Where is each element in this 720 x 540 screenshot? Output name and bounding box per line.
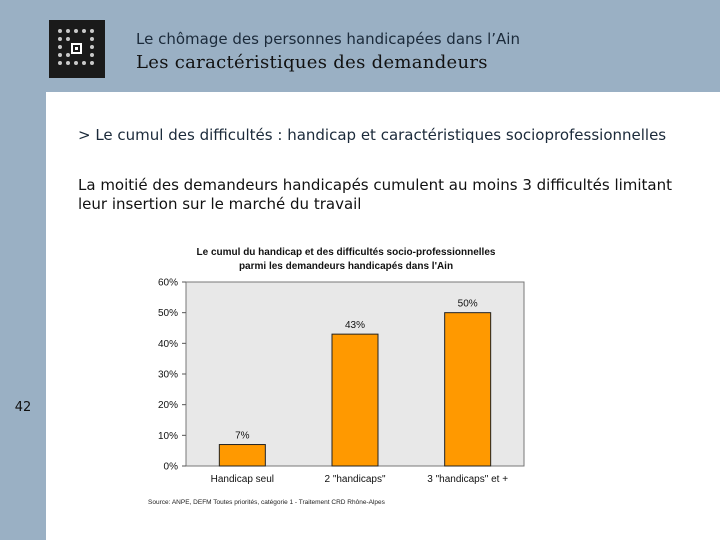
y-tick-label: 60%	[158, 278, 178, 289]
bar	[218, 444, 266, 467]
bar	[331, 333, 379, 467]
data-label: 50%	[458, 299, 478, 310]
y-tick-label: 50%	[158, 308, 178, 319]
bar-chart: Le cumul du handicap et des difficultés …	[148, 247, 525, 506]
y-tick-label: 0%	[164, 462, 179, 473]
data-label: 7%	[235, 431, 250, 442]
logo-icon	[49, 20, 105, 78]
section-body-text: La moitié des demandeurs handicapés cumu…	[78, 176, 673, 213]
chart-title: Le cumul du handicap et des difficultés …	[197, 247, 496, 258]
chart-subtitle: parmi les demandeurs handicapés dans l'A…	[239, 261, 453, 272]
data-label: 43%	[345, 320, 365, 331]
x-tick-label: 2 "handicaps"	[324, 474, 385, 485]
x-tick-label: 3 "handicaps" et +	[427, 474, 508, 485]
chart-source: Source: ANPE, DEFM Toutes priorités, cat…	[148, 499, 386, 506]
page-title: Les caractéristiques des demandeurs	[136, 52, 488, 73]
x-tick-label: Handicap seul	[211, 474, 274, 485]
y-tick-label: 20%	[158, 400, 178, 411]
y-tick-label: 30%	[158, 370, 178, 381]
chart-container: Le cumul du handicap et des difficultés …	[136, 240, 556, 510]
section-heading: > Le cumul des difficultés : handicap et…	[78, 126, 667, 144]
y-tick-label: 10%	[158, 431, 178, 442]
header-band: Le chômage des personnes handicapées dan…	[0, 0, 720, 92]
bar	[444, 312, 492, 467]
y-tick-label: 40%	[158, 339, 178, 350]
header-subtitle: Le chômage des personnes handicapées dan…	[136, 30, 520, 48]
page-number: 42	[14, 400, 32, 415]
